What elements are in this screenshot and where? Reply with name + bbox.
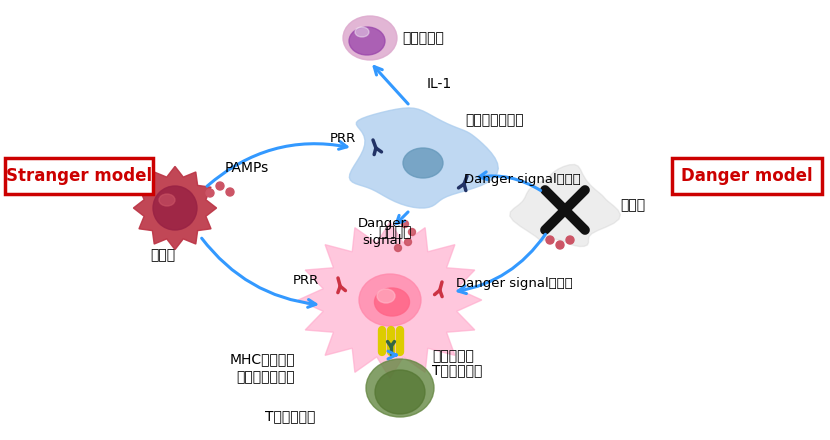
Circle shape xyxy=(216,182,224,190)
Circle shape xyxy=(408,228,416,235)
Text: 細胞死: 細胞死 xyxy=(620,198,645,212)
Circle shape xyxy=(402,220,408,227)
Text: IL-1: IL-1 xyxy=(427,77,452,91)
Ellipse shape xyxy=(403,148,443,178)
Ellipse shape xyxy=(366,359,434,417)
Circle shape xyxy=(404,238,412,246)
Text: 病原体: 病原体 xyxy=(150,248,176,262)
Text: Danger model: Danger model xyxy=(681,167,813,185)
Text: PAMPs: PAMPs xyxy=(225,161,269,175)
Polygon shape xyxy=(134,166,217,249)
FancyBboxPatch shape xyxy=(672,158,822,194)
Ellipse shape xyxy=(375,370,425,414)
Polygon shape xyxy=(349,108,498,208)
Circle shape xyxy=(556,241,564,249)
Text: Danger signal受容体: Danger signal受容体 xyxy=(456,278,573,290)
Text: T細胞活性化: T細胞活性化 xyxy=(432,363,482,377)
Ellipse shape xyxy=(359,274,421,326)
Circle shape xyxy=(394,245,402,252)
Ellipse shape xyxy=(153,186,197,230)
Text: 好中球遊走: 好中球遊走 xyxy=(402,31,444,45)
Text: 樹状細胞: 樹状細胞 xyxy=(378,225,412,239)
Ellipse shape xyxy=(349,27,385,55)
Text: Danger signal受容体: Danger signal受容体 xyxy=(464,173,580,187)
Circle shape xyxy=(226,188,234,196)
Polygon shape xyxy=(298,222,481,378)
FancyBboxPatch shape xyxy=(5,158,153,194)
Text: 共刺激分子: 共刺激分子 xyxy=(432,349,474,363)
Text: Danger
signal: Danger signal xyxy=(358,217,407,247)
Text: MHCペプチド
コンプレックス: MHCペプチド コンプレックス xyxy=(229,352,295,385)
Circle shape xyxy=(566,236,574,244)
Circle shape xyxy=(206,189,214,197)
Polygon shape xyxy=(510,165,620,246)
Text: PRR: PRR xyxy=(293,274,319,286)
Ellipse shape xyxy=(343,16,397,60)
Text: T細胞受容体: T細胞受容体 xyxy=(265,409,315,423)
Text: PRR: PRR xyxy=(330,132,356,144)
Ellipse shape xyxy=(159,194,175,206)
Ellipse shape xyxy=(374,288,409,316)
Circle shape xyxy=(546,236,554,244)
Text: Stranger model: Stranger model xyxy=(6,167,152,185)
Ellipse shape xyxy=(377,289,395,303)
Ellipse shape xyxy=(355,27,369,37)
Text: マクロファージ: マクロファージ xyxy=(465,113,524,127)
